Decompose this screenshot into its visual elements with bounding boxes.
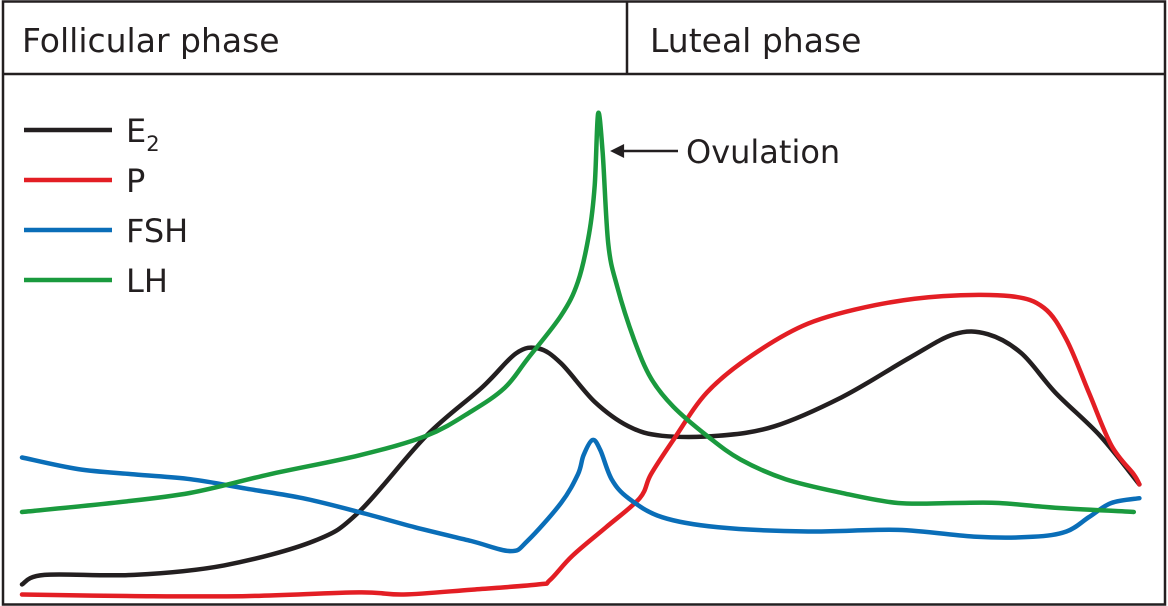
series-line-e2 <box>19 329 1142 587</box>
legend-item-fsh: FSH <box>24 212 188 250</box>
legend-item-lh: LH <box>24 262 168 300</box>
legend: E2 P FSH LH <box>24 112 188 300</box>
legend-label-p: P <box>126 162 145 200</box>
legend-item-e2: E2 <box>24 112 160 156</box>
series-layer <box>19 110 1142 599</box>
legend-label-lh: LH <box>126 262 168 300</box>
ovulation-annotation: Ovulation <box>610 133 840 171</box>
ovulation-label: Ovulation <box>686 133 840 171</box>
series-line-fsh <box>19 437 1142 554</box>
phase-label-luteal: Luteal phase <box>650 21 861 60</box>
legend-label-fsh: FSH <box>126 212 188 250</box>
series-line-p <box>19 292 1142 599</box>
legend-item-p: P <box>24 162 145 200</box>
phase-label-follicular: Follicular phase <box>22 21 280 60</box>
legend-label-e2: E2 <box>126 112 160 156</box>
series-line-lh <box>19 110 1137 515</box>
ovulation-arrow-head <box>610 144 625 158</box>
